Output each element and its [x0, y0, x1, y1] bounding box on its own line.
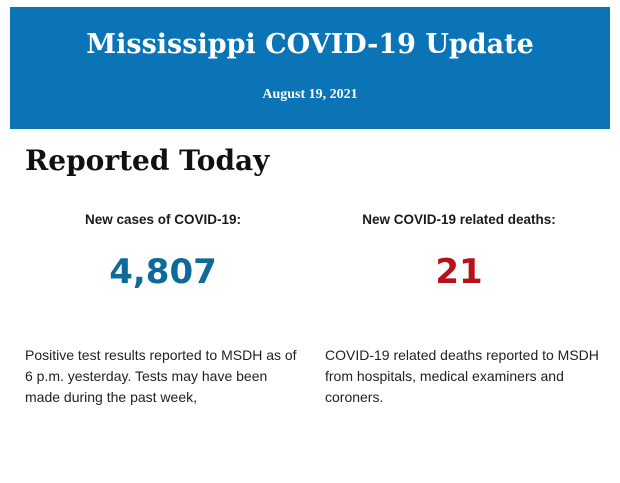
new-cases-description: Positive test results reported to MSDH a… [25, 347, 297, 405]
section-heading: Reported Today [25, 144, 270, 177]
new-deaths-value: 21 [435, 252, 483, 292]
page-title: Mississippi COVID-19 Update [86, 29, 534, 60]
new-deaths-label: New COVID-19 related deaths: [362, 212, 556, 227]
new-deaths-description: COVID-19 related deaths reported to MSDH… [325, 347, 599, 405]
new-cases-value: 4,807 [109, 252, 217, 292]
new-deaths-stat: New COVID-19 related deaths: 21 [321, 210, 597, 294]
new-cases-stat: New cases of COVID-19: 4,807 [25, 210, 301, 294]
new-cases-label: New cases of COVID-19: [84, 212, 242, 227]
report-date: August 19, 2021 [262, 87, 358, 102]
header-banner: Mississippi COVID-19 Update August 19, 2… [10, 7, 610, 129]
